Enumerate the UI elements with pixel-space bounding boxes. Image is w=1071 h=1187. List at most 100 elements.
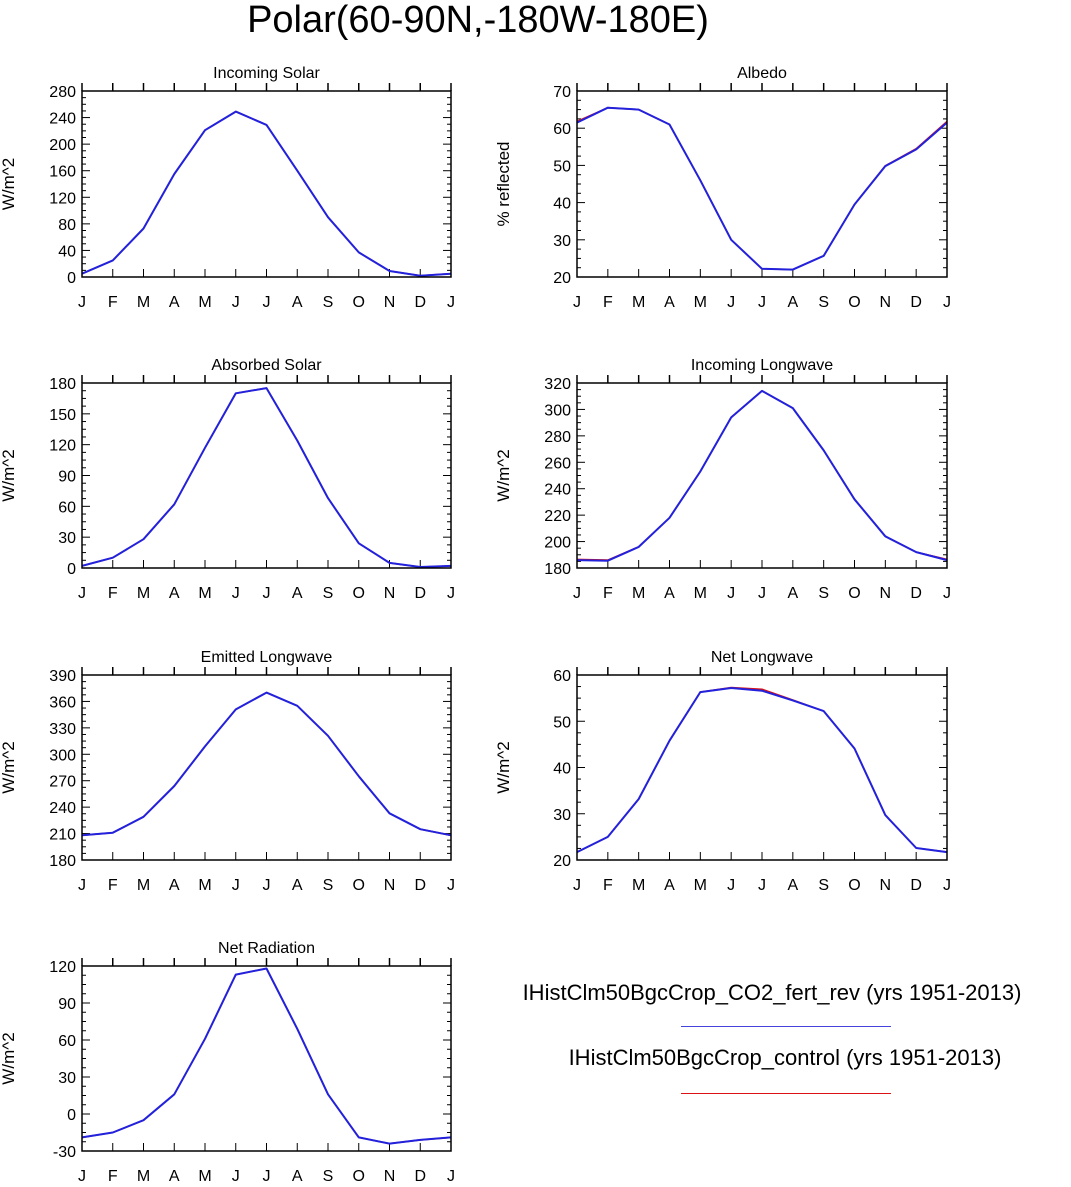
chart-panel-6: Net Longwave W/m^2 20 30 40 50 60 J F M A M J J A S O N D J bbox=[494, 649, 951, 894]
x-tick-label: O bbox=[848, 585, 860, 602]
x-tick-label: J bbox=[943, 877, 951, 894]
x-tick-label: D bbox=[414, 1168, 426, 1185]
y-axis-label: % reflected bbox=[494, 141, 513, 226]
x-tick-label: A bbox=[169, 1168, 180, 1185]
x-tick-label: A bbox=[292, 294, 303, 311]
x-tick-label: A bbox=[664, 585, 675, 602]
y-tick-label: 270 bbox=[49, 774, 76, 791]
chart-title: Net Radiation bbox=[218, 940, 315, 957]
x-tick-label: A bbox=[292, 877, 303, 894]
y-tick-label: 60 bbox=[553, 121, 571, 138]
plot-frame bbox=[576, 90, 948, 278]
y-axis-label: W/m^2 bbox=[0, 741, 18, 793]
chart-panel-2: Albedo % reflected 20 30 40 50 60 70 J F M A M J J A S O N… bbox=[494, 65, 951, 311]
y-tick-label: 30 bbox=[58, 1070, 76, 1087]
x-tick-label: D bbox=[910, 877, 922, 894]
y-tick-label: 240 bbox=[49, 800, 76, 817]
x-tick-label: J bbox=[232, 585, 240, 602]
x-tick-label: J bbox=[573, 877, 581, 894]
x-tick-label: J bbox=[447, 1168, 455, 1185]
x-tick-label: J bbox=[232, 1168, 240, 1185]
x-tick-label: J bbox=[447, 294, 455, 311]
x-tick-label: S bbox=[323, 877, 334, 894]
x-tick-label: J bbox=[758, 585, 766, 602]
x-tick-label: J bbox=[263, 294, 271, 311]
legend-line-control bbox=[681, 1093, 891, 1094]
y-tick-label: 390 bbox=[49, 668, 76, 685]
y-tick-label: 0 bbox=[67, 561, 76, 578]
y-tick-label: 120 bbox=[49, 190, 76, 207]
y-tick-label: 280 bbox=[544, 429, 571, 446]
x-tick-label: M bbox=[632, 877, 645, 894]
y-tick-label: 280 bbox=[49, 84, 76, 101]
chart-title: Albedo bbox=[737, 65, 787, 82]
x-tick-label: J bbox=[447, 585, 455, 602]
x-tick-label: M bbox=[198, 294, 211, 311]
x-tick-label: F bbox=[603, 294, 613, 311]
y-tick-label: -30 bbox=[53, 1144, 76, 1161]
series-line-fert-rev bbox=[81, 110, 452, 277]
y-tick-label: 20 bbox=[553, 853, 571, 870]
x-tick-label: D bbox=[414, 294, 426, 311]
figure-title: Polar(60-90N,-180W-180E) bbox=[247, 0, 709, 41]
y-tick-label: 40 bbox=[58, 243, 76, 260]
series-line-control bbox=[81, 691, 452, 837]
y-tick-label: 90 bbox=[58, 469, 76, 486]
x-tick-label: J bbox=[78, 585, 86, 602]
x-tick-label: A bbox=[169, 585, 180, 602]
y-tick-label: 0 bbox=[67, 270, 76, 287]
x-tick-label: A bbox=[664, 294, 675, 311]
x-tick-label: O bbox=[848, 294, 860, 311]
y-axis-label: W/m^2 bbox=[0, 449, 18, 501]
y-tick-label: 180 bbox=[49, 853, 76, 870]
x-tick-label: A bbox=[292, 585, 303, 602]
y-tick-label: 60 bbox=[58, 499, 76, 516]
x-tick-label: J bbox=[943, 585, 951, 602]
x-tick-label: A bbox=[664, 877, 675, 894]
x-tick-label: F bbox=[108, 877, 118, 894]
chart-title: Absorbed Solar bbox=[211, 357, 322, 374]
x-tick-label: J bbox=[758, 877, 766, 894]
y-tick-label: 40 bbox=[553, 196, 571, 213]
x-tick-label: D bbox=[414, 877, 426, 894]
series-line-fert-rev bbox=[81, 967, 452, 1145]
chart-title: Incoming Solar bbox=[213, 65, 320, 82]
x-tick-label: N bbox=[384, 585, 396, 602]
series-line-control bbox=[576, 106, 948, 271]
chart-title: Emitted Longwave bbox=[201, 649, 333, 666]
y-axis-label: W/m^2 bbox=[0, 158, 18, 210]
y-tick-label: 300 bbox=[544, 402, 571, 419]
x-tick-label: A bbox=[787, 294, 798, 311]
x-tick-label: J bbox=[232, 294, 240, 311]
x-tick-label: A bbox=[292, 1168, 303, 1185]
series-line-control bbox=[576, 686, 948, 853]
x-tick-label: F bbox=[108, 585, 118, 602]
series-line-control bbox=[576, 390, 948, 561]
y-tick-label: 60 bbox=[58, 1033, 76, 1050]
x-tick-label: S bbox=[323, 585, 334, 602]
legend-label-control: IHistClm50BgcCrop_control (yrs 1951-2013… bbox=[568, 1045, 1002, 1070]
x-tick-label: O bbox=[353, 1168, 365, 1185]
y-tick-label: 320 bbox=[544, 376, 571, 393]
x-tick-label: J bbox=[727, 877, 735, 894]
plot-frame bbox=[576, 382, 948, 569]
y-tick-label: 150 bbox=[49, 407, 76, 424]
x-tick-label: J bbox=[263, 877, 271, 894]
x-tick-label: S bbox=[818, 877, 829, 894]
series-line-fert-rev bbox=[576, 106, 948, 271]
chart-panel-1: Incoming Solar W/m^2 0 40 80 120 160 200 240 280 J… bbox=[0, 65, 455, 311]
legend-line-fert-rev bbox=[681, 1026, 891, 1027]
series-line-control bbox=[81, 967, 452, 1145]
y-tick-label: 90 bbox=[58, 996, 76, 1013]
series-line-fert-rev bbox=[576, 687, 948, 854]
x-tick-label: A bbox=[787, 585, 798, 602]
y-tick-label: 40 bbox=[553, 761, 571, 778]
x-tick-label: M bbox=[694, 294, 707, 311]
y-tick-label: 50 bbox=[553, 158, 571, 175]
y-tick-label: 180 bbox=[49, 376, 76, 393]
y-tick-label: 30 bbox=[553, 807, 571, 824]
legend-label-fert-rev: IHistClm50BgcCrop_CO2_fert_rev (yrs 1951… bbox=[522, 980, 1022, 1005]
y-tick-label: 260 bbox=[544, 455, 571, 472]
x-tick-label: J bbox=[943, 294, 951, 311]
